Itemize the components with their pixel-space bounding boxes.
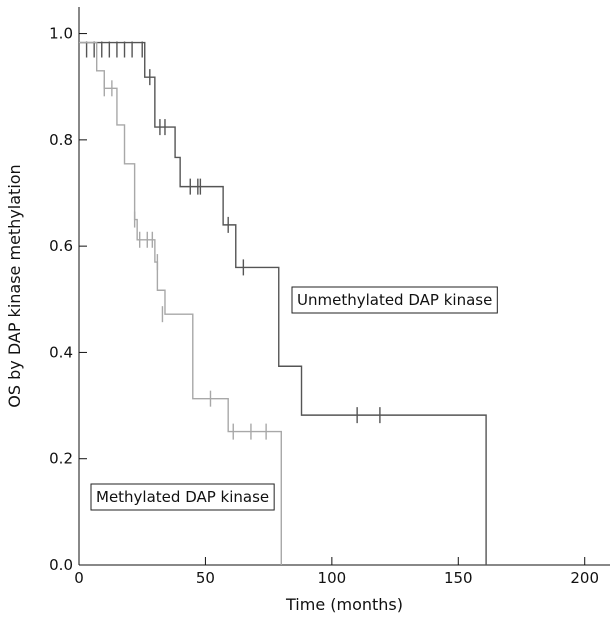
y-tick-label: 0.4 xyxy=(49,343,73,361)
annotations: Unmethylated DAP kinase Methylated DAP k… xyxy=(90,286,498,511)
x-axis-title: Time (months) xyxy=(285,595,403,614)
x-tick-label: 100 xyxy=(318,569,347,587)
y-tick-label: 0.8 xyxy=(49,131,73,149)
y-axis-title: OS by DAP kinase methylation xyxy=(5,164,24,407)
y-tick-label: 0.6 xyxy=(49,237,73,255)
unmethylated-label: Unmethylated DAP kinase xyxy=(297,291,492,309)
unmethylated-curve xyxy=(79,41,487,565)
y-tick-label: 0.0 xyxy=(49,556,73,574)
y-tick-label: 0.2 xyxy=(49,450,73,468)
axes: 0 50 100 150 200 0.0 0.2 0.4 0.6 0.8 1.0 xyxy=(49,7,610,587)
survival-curves xyxy=(79,41,487,565)
x-tick-label: 200 xyxy=(570,569,599,587)
unmethylated-label-box xyxy=(291,286,498,314)
methylated-label: Methylated DAP kinase xyxy=(96,488,269,506)
x-tick-label: 50 xyxy=(196,569,215,587)
y-tick-label: 1.0 xyxy=(49,25,73,43)
methylated-label-box xyxy=(90,483,275,511)
x-tick-label: 0 xyxy=(74,569,84,587)
x-tick-label: 150 xyxy=(444,569,473,587)
